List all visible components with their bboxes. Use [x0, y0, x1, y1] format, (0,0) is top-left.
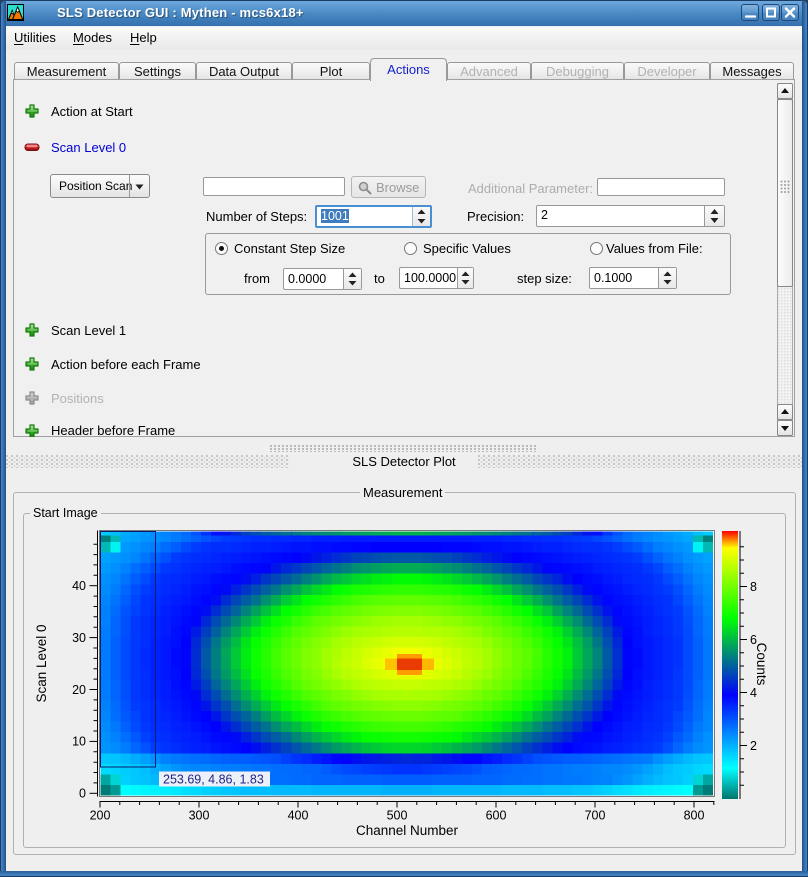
svg-text:40: 40	[72, 579, 86, 593]
svg-text:30: 30	[72, 631, 86, 645]
svg-text:253.69, 4.86, 1.83: 253.69, 4.86, 1.83	[163, 773, 264, 787]
svg-text:Counts: Counts	[754, 643, 769, 686]
svg-text:400: 400	[288, 809, 309, 823]
svg-text:8: 8	[750, 580, 757, 594]
svg-text:600: 600	[486, 809, 507, 823]
svg-text:800: 800	[684, 809, 705, 823]
svg-text:Scan Level 0: Scan Level 0	[34, 624, 49, 702]
svg-text:4: 4	[750, 686, 757, 700]
svg-text:10: 10	[72, 735, 86, 749]
svg-text:200: 200	[90, 809, 111, 823]
svg-text:6: 6	[750, 633, 757, 647]
svg-text:500: 500	[387, 809, 408, 823]
svg-text:2: 2	[750, 739, 757, 753]
svg-text:700: 700	[585, 809, 606, 823]
svg-text:Channel Number: Channel Number	[356, 823, 459, 838]
svg-text:300: 300	[189, 809, 210, 823]
svg-text:0: 0	[79, 787, 86, 801]
svg-text:20: 20	[72, 683, 86, 697]
